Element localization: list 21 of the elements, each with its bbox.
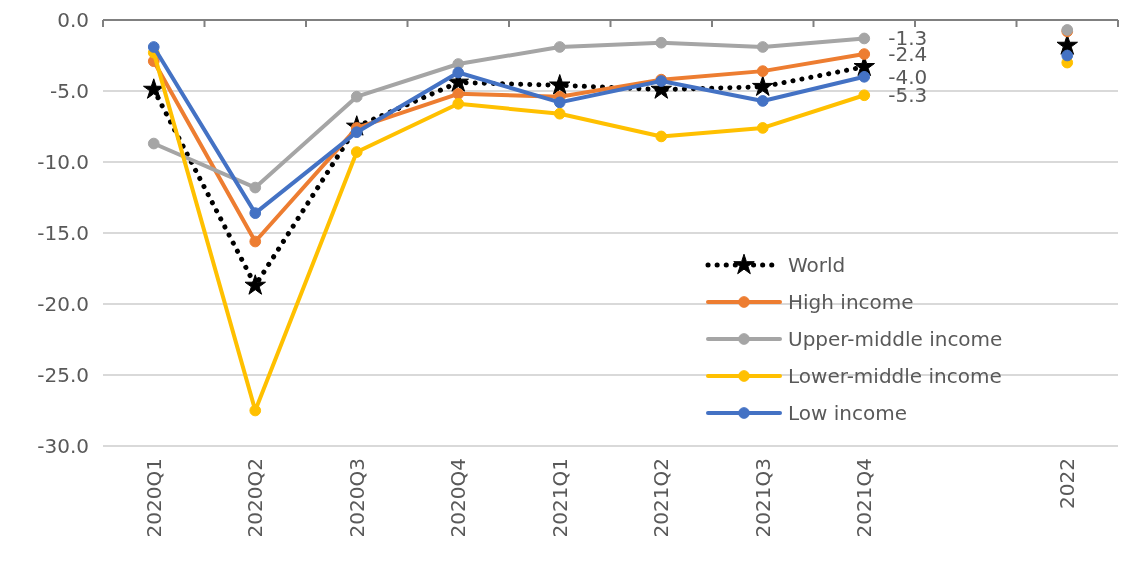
x-tick-label: 2021Q3 xyxy=(750,458,775,538)
legend-label: Lower-middle income xyxy=(788,364,1002,388)
x-tick-label: 2020Q4 xyxy=(446,458,471,538)
y-tick-label: -25.0 xyxy=(37,363,89,387)
y-tick-label: -5.0 xyxy=(49,79,89,103)
x-tick-label: 2020Q2 xyxy=(243,458,268,538)
x-tick-label: 2022 xyxy=(1055,458,1080,509)
x-tick-label: 2021Q2 xyxy=(649,458,674,538)
legend-label: World xyxy=(788,253,846,277)
y-tick-label: -10.0 xyxy=(37,150,89,174)
y-tick-label: -20.0 xyxy=(37,292,89,316)
x-tick-label: 2021Q1 xyxy=(547,458,572,538)
y-tick-label: -15.0 xyxy=(37,221,89,245)
legend-label: Low income xyxy=(788,401,907,425)
x-tick-label: 2020Q1 xyxy=(141,458,166,538)
y-tick-label: -30.0 xyxy=(37,434,89,458)
legend-label: Upper-middle income xyxy=(788,327,1003,351)
x-tick-label: 2020Q3 xyxy=(344,458,369,538)
x-tick-label: 2021Q4 xyxy=(852,458,877,538)
legend-label: High income xyxy=(788,290,914,314)
y-tick-label: 0.0 xyxy=(57,8,89,32)
